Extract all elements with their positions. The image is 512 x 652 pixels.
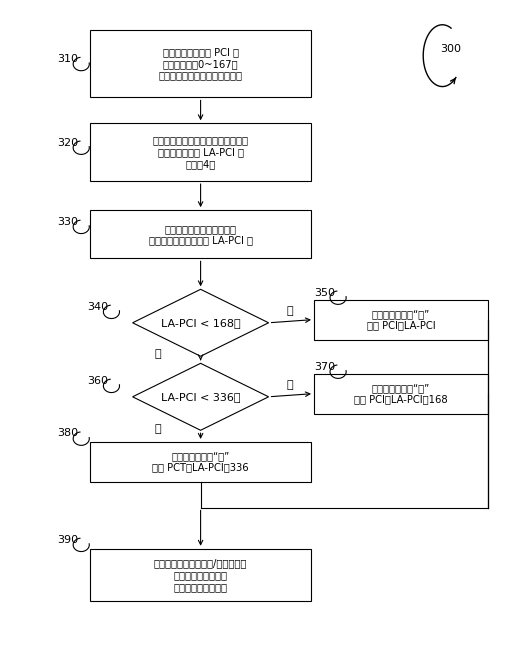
Text: 小区初始化：配置 PCI 值
（限制范围：0~167）
用于除小区同步信号之外的场合: 小区初始化：配置 PCI 值 （限制范围：0~167） 用于除小区同步信号之外的… xyxy=(159,48,243,81)
Text: 360: 360 xyxy=(87,376,108,386)
Text: 350: 350 xyxy=(314,288,335,297)
Text: LA-PCI < 336？: LA-PCI < 336？ xyxy=(161,392,240,402)
Polygon shape xyxy=(133,363,269,430)
Text: 310: 310 xyxy=(57,54,78,64)
FancyBboxPatch shape xyxy=(314,300,488,340)
Text: 是: 是 xyxy=(287,380,293,391)
Text: 390: 390 xyxy=(57,535,78,544)
Text: 否: 否 xyxy=(155,349,161,359)
Text: 是: 是 xyxy=(287,306,293,316)
Text: 340: 340 xyxy=(87,302,109,312)
Text: LA-PCI < 168？: LA-PCI < 168？ xyxy=(161,318,241,328)
Text: 根据小区负载水平，设置和更新小区
同步信号所使用 LA-PCI 值
（见图4）: 根据小区负载水平，设置和更新小区 同步信号所使用 LA-PCI 值 （见图4） xyxy=(153,136,249,169)
Polygon shape xyxy=(133,289,269,356)
FancyBboxPatch shape xyxy=(90,442,311,482)
Text: 320: 320 xyxy=(57,138,78,147)
Text: 300: 300 xyxy=(440,44,461,54)
Text: 330: 330 xyxy=(57,216,78,227)
Text: 小区负载水平为“中”
小区 PCI＝LA-PCI－168: 小区负载水平为“中” 小区 PCI＝LA-PCI－168 xyxy=(354,383,448,404)
FancyBboxPatch shape xyxy=(314,374,488,413)
Text: 380: 380 xyxy=(57,428,78,439)
FancyBboxPatch shape xyxy=(90,549,311,602)
Text: 小区负载水平为“低”
小区 PCI＝LA-PCI: 小区负载水平为“低” 小区 PCI＝LA-PCI xyxy=(367,309,435,331)
FancyBboxPatch shape xyxy=(90,210,311,258)
Text: 空闲用户扫描小区同步信号
检测出小区当前所用的 LA-PCI 值: 空闲用户扫描小区同步信号 检测出小区当前所用的 LA-PCI 值 xyxy=(148,224,252,245)
FancyBboxPatch shape xyxy=(90,30,311,98)
Text: 370: 370 xyxy=(314,362,335,372)
Text: 小区负载水平为“高”
小区 PCT＝LA-PCI－336: 小区负载水平为“高” 小区 PCT＝LA-PCI－336 xyxy=(152,451,249,473)
Text: 否: 否 xyxy=(155,424,161,434)
Text: 空闲用户根据小区选择/重选策略，
结合小区负载水平，
选择适当的小区驻留: 空闲用户根据小区选择/重选策略， 结合小区负载水平， 选择适当的小区驻留 xyxy=(154,559,247,592)
FancyBboxPatch shape xyxy=(90,123,311,181)
